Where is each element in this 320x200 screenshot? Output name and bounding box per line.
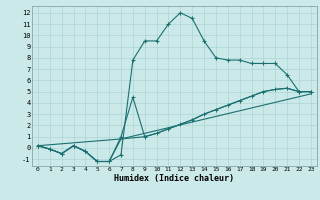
- X-axis label: Humidex (Indice chaleur): Humidex (Indice chaleur): [115, 174, 234, 183]
